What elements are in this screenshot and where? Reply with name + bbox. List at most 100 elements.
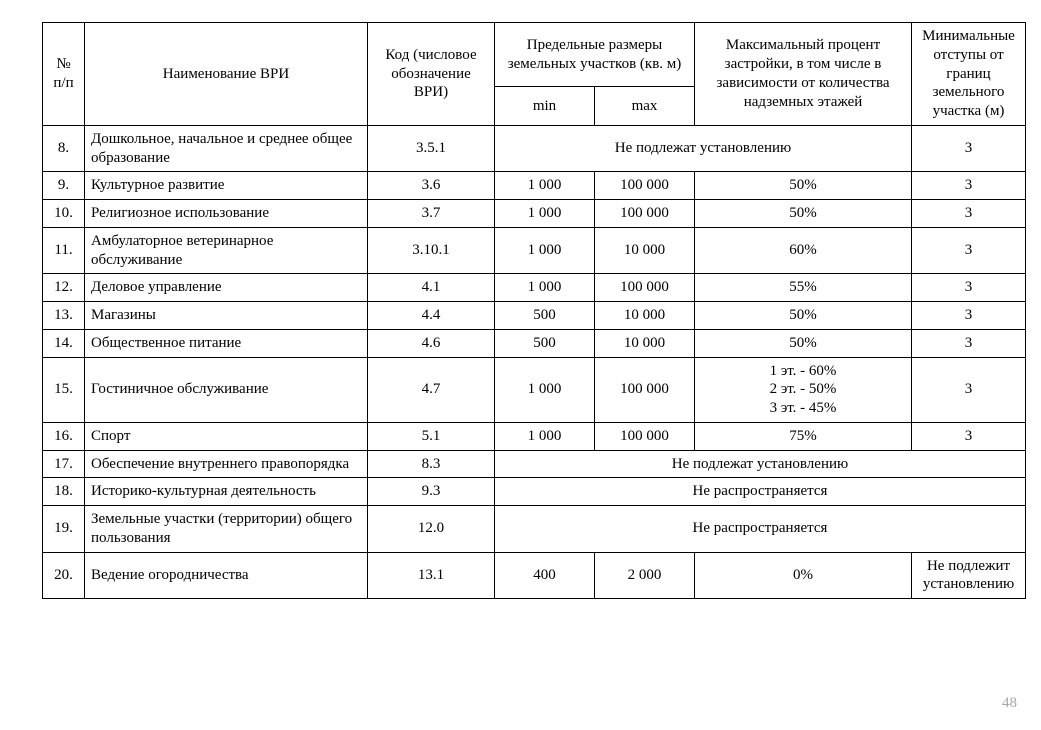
cell-code: 4.7 <box>368 357 495 422</box>
cell-off: 3 <box>912 200 1026 228</box>
cell-name: Земельные участки (территории) общего по… <box>85 506 368 553</box>
table-row: 11.Амбулаторное ветеринарное обслуживани… <box>43 227 1026 274</box>
cell-num: 18. <box>43 478 85 506</box>
cell-num: 19. <box>43 506 85 553</box>
cell-min: 500 <box>495 302 595 330</box>
table-row: 13.Магазины4.450010 00050%3 <box>43 302 1026 330</box>
cell-min: 1 000 <box>495 200 595 228</box>
cell-span4: Не подлежат установлению <box>495 450 1026 478</box>
cell-min: 1 000 <box>495 274 595 302</box>
cell-off: 3 <box>912 227 1026 274</box>
col-header-pct: Максимальный процент застройки, в том чи… <box>695 23 912 126</box>
cell-num: 11. <box>43 227 85 274</box>
cell-num: 10. <box>43 200 85 228</box>
cell-max: 100 000 <box>595 422 695 450</box>
table-row: 19.Земельные участки (территории) общего… <box>43 506 1026 553</box>
cell-pct: 50% <box>695 172 912 200</box>
cell-min: 1 000 <box>495 422 595 450</box>
cell-name: Дошкольное, начальное и среднее общее об… <box>85 125 368 172</box>
cell-code: 5.1 <box>368 422 495 450</box>
cell-min: 1 000 <box>495 357 595 422</box>
cell-name: Деловое управление <box>85 274 368 302</box>
cell-num: 20. <box>43 552 85 599</box>
cell-max: 2 000 <box>595 552 695 599</box>
cell-name: Ведение огородничества <box>85 552 368 599</box>
col-header-min: min <box>495 87 595 125</box>
table-row: 15.Гостиничное обслуживание4.71 000100 0… <box>43 357 1026 422</box>
cell-code: 4.1 <box>368 274 495 302</box>
cell-name: Историко-культурная деятельность <box>85 478 368 506</box>
table-body: 8.Дошкольное, начальное и среднее общее … <box>43 125 1026 598</box>
cell-max: 100 000 <box>595 357 695 422</box>
cell-off: 3 <box>912 172 1026 200</box>
cell-min: 1 000 <box>495 227 595 274</box>
cell-name: Обеспечение внутреннего правопорядка <box>85 450 368 478</box>
cell-pct: 50% <box>695 200 912 228</box>
cell-code: 9.3 <box>368 478 495 506</box>
cell-num: 17. <box>43 450 85 478</box>
cell-code: 3.6 <box>368 172 495 200</box>
cell-min: 1 000 <box>495 172 595 200</box>
cell-pct: 75% <box>695 422 912 450</box>
cell-max: 10 000 <box>595 302 695 330</box>
cell-num: 16. <box>43 422 85 450</box>
cell-max: 10 000 <box>595 227 695 274</box>
col-header-limits-group: Предельные размеры земельных участков (к… <box>495 23 695 87</box>
cell-code: 3.10.1 <box>368 227 495 274</box>
table-header: № п/п Наименование ВРИ Код (числовое обо… <box>43 23 1026 126</box>
cell-name: Общественное питание <box>85 329 368 357</box>
table-row: 20.Ведение огородничества13.14002 0000%Н… <box>43 552 1026 599</box>
cell-off: 3 <box>912 329 1026 357</box>
cell-num: 9. <box>43 172 85 200</box>
cell-max: 100 000 <box>595 200 695 228</box>
cell-pct: 50% <box>695 302 912 330</box>
cell-off: 3 <box>912 274 1026 302</box>
cell-pct: 60% <box>695 227 912 274</box>
table-row: 14.Общественное питание4.650010 00050%3 <box>43 329 1026 357</box>
cell-code: 4.4 <box>368 302 495 330</box>
cell-off: 3 <box>912 422 1026 450</box>
cell-off: 3 <box>912 357 1026 422</box>
cell-name: Религиозное использование <box>85 200 368 228</box>
cell-name: Спорт <box>85 422 368 450</box>
table-row: 12.Деловое управление4.11 000100 00055%3 <box>43 274 1026 302</box>
cell-max: 10 000 <box>595 329 695 357</box>
vri-table: № п/п Наименование ВРИ Код (числовое обо… <box>42 22 1026 599</box>
cell-span4: Не распространяется <box>495 506 1026 553</box>
table-row: 10.Религиозное использование3.71 000100 … <box>43 200 1026 228</box>
cell-name: Гостиничное обслуживание <box>85 357 368 422</box>
cell-num: 8. <box>43 125 85 172</box>
cell-code: 12.0 <box>368 506 495 553</box>
col-header-off: Минимальные отступы от границ земельного… <box>912 23 1026 126</box>
cell-code: 3.7 <box>368 200 495 228</box>
col-header-max: max <box>595 87 695 125</box>
cell-off: 3 <box>912 302 1026 330</box>
cell-num: 12. <box>43 274 85 302</box>
col-header-name: Наименование ВРИ <box>85 23 368 126</box>
col-header-code: Код (числовое обозначение ВРИ) <box>368 23 495 126</box>
cell-code: 3.5.1 <box>368 125 495 172</box>
cell-code: 4.6 <box>368 329 495 357</box>
cell-span4: Не распространяется <box>495 478 1026 506</box>
table-row: 18.Историко-культурная деятельность9.3Не… <box>43 478 1026 506</box>
cell-name: Культурное развитие <box>85 172 368 200</box>
cell-pct: 1 эт. - 60% 2 эт. - 50% 3 эт. - 45% <box>695 357 912 422</box>
page-number: 48 <box>1002 695 1017 712</box>
cell-off: Не подлежит установлению <box>912 552 1026 599</box>
cell-max: 100 000 <box>595 172 695 200</box>
cell-min: 400 <box>495 552 595 599</box>
cell-name: Магазины <box>85 302 368 330</box>
table-row: 9.Культурное развитие3.61 000100 00050%3 <box>43 172 1026 200</box>
cell-code: 8.3 <box>368 450 495 478</box>
cell-pct: 55% <box>695 274 912 302</box>
cell-name: Амбулаторное ветеринарное обслуживание <box>85 227 368 274</box>
table-row: 16.Спорт5.11 000100 00075%3 <box>43 422 1026 450</box>
cell-off: 3 <box>912 125 1026 172</box>
cell-num: 13. <box>43 302 85 330</box>
cell-num: 14. <box>43 329 85 357</box>
cell-span3: Не подлежат установлению <box>495 125 912 172</box>
cell-pct: 0% <box>695 552 912 599</box>
cell-code: 13.1 <box>368 552 495 599</box>
cell-num: 15. <box>43 357 85 422</box>
table-row: 8.Дошкольное, начальное и среднее общее … <box>43 125 1026 172</box>
